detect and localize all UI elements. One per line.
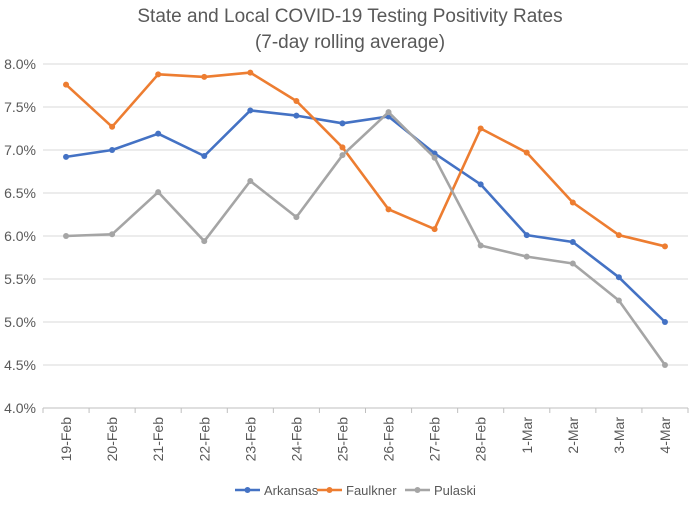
data-point-faulkner [661,243,668,250]
data-point-pulaski [201,238,208,245]
data-point-pulaski [293,214,300,221]
data-point-arkansas [293,112,300,119]
data-point-arkansas [155,130,162,137]
data-point-faulkner [431,226,438,233]
x-tick-label: 24-Feb [288,417,304,462]
series-line-faulkner [64,71,667,248]
y-tick-label: 7.5% [4,99,36,115]
y-tick-label: 5.5% [4,271,36,287]
data-point-pulaski [523,253,530,260]
data-point-pulaski [477,242,484,249]
data-point-faulkner [523,149,530,156]
legend-marker-faulkner [326,487,333,493]
x-tick-label: 23-Feb [242,417,258,462]
data-point-arkansas [109,147,116,153]
data-point-arkansas [63,153,70,160]
y-tick-label: 4.0% [4,400,36,416]
data-point-arkansas [201,153,208,160]
data-point-faulkner [569,199,576,206]
data-point-arkansas [523,232,530,239]
x-tick-label: 19-Feb [58,417,74,462]
data-point-faulkner [63,81,70,88]
chart-subtitle: (7-day rolling average) [254,32,446,53]
data-point-faulkner [247,69,254,76]
data-point-pulaski [339,152,346,159]
x-tick-label: 4-Mar [657,417,673,454]
data-point-pulaski [661,362,668,368]
y-tick-label: 6.0% [4,228,36,244]
data-point-faulkner [615,232,622,239]
y-tick-label: 4.5% [4,357,36,373]
x-tick-label: 28-Feb [473,417,489,462]
legend-marker-arkansas [244,487,251,493]
x-tick-label: 2-Mar [565,417,581,454]
series-line-pulaski [64,110,667,367]
data-point-pulaski [63,233,70,239]
data-point-pulaski [247,177,254,184]
data-point-faulkner [155,71,162,78]
x-tick-label: 3-Mar [611,417,627,454]
data-point-faulkner [477,125,484,132]
data-point-pulaski [569,260,576,267]
data-point-arkansas [661,319,668,325]
legend-label-faulkner: Faulkner [346,483,397,498]
data-point-arkansas [339,120,346,127]
data-point-pulaski [615,297,622,304]
legend-marker-pulaski [414,487,421,493]
data-point-pulaski [155,189,162,196]
data-point-pulaski [109,231,116,238]
data-point-faulkner [339,144,346,151]
data-point-faulkner [293,97,300,104]
data-point-faulkner [201,73,208,80]
data-point-arkansas [569,239,576,246]
y-tick-label: 8.0% [4,56,36,72]
y-tick-label: 6.5% [4,185,36,201]
y-tick-label: 5.0% [4,314,36,330]
x-tick-label: 21-Feb [150,417,166,462]
data-point-pulaski [385,109,392,116]
y-tick-label: 7.0% [4,142,36,158]
data-point-pulaski [431,154,438,161]
data-point-arkansas [615,274,622,281]
data-point-faulkner [109,123,116,130]
legend-label-arkansas: Arkansas [264,483,319,498]
x-tick-label: 20-Feb [104,417,120,462]
x-tick-label: 1-Mar [519,417,535,454]
x-tick-label: 27-Feb [427,417,443,462]
chart-title: State and Local COVID-19 Testing Positiv… [137,6,563,27]
x-tick-label: 25-Feb [334,417,350,462]
data-point-faulkner [385,206,392,213]
x-tick-label: 22-Feb [196,417,212,462]
legend-label-pulaski: Pulaski [434,483,476,498]
x-tick-label: 26-Feb [381,417,397,462]
data-point-arkansas [477,181,484,188]
data-point-arkansas [247,107,254,114]
series-line-arkansas [64,109,667,324]
